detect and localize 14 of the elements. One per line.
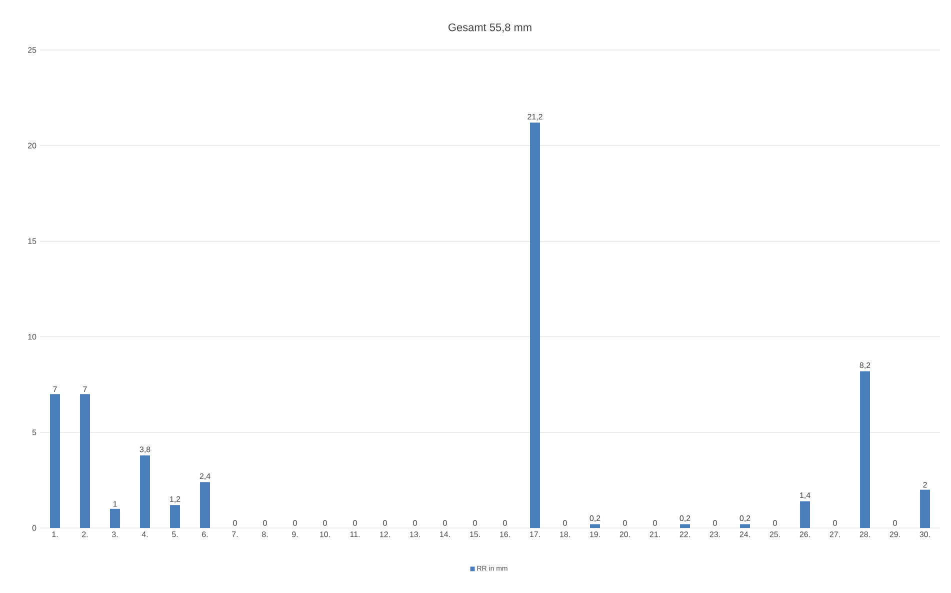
bar: [860, 371, 870, 528]
bar: [590, 524, 600, 528]
bar: [800, 501, 810, 528]
bar: [140, 455, 150, 528]
bar: [110, 508, 120, 528]
bar: [920, 490, 930, 528]
bar: [680, 524, 690, 528]
bar: [80, 394, 90, 528]
chart-title: Gesamt 55,8 mm: [448, 23, 532, 33]
bar: [530, 122, 540, 528]
bar: [200, 482, 210, 528]
bar: [170, 505, 180, 528]
bar: [50, 394, 60, 528]
bar: [740, 524, 750, 528]
